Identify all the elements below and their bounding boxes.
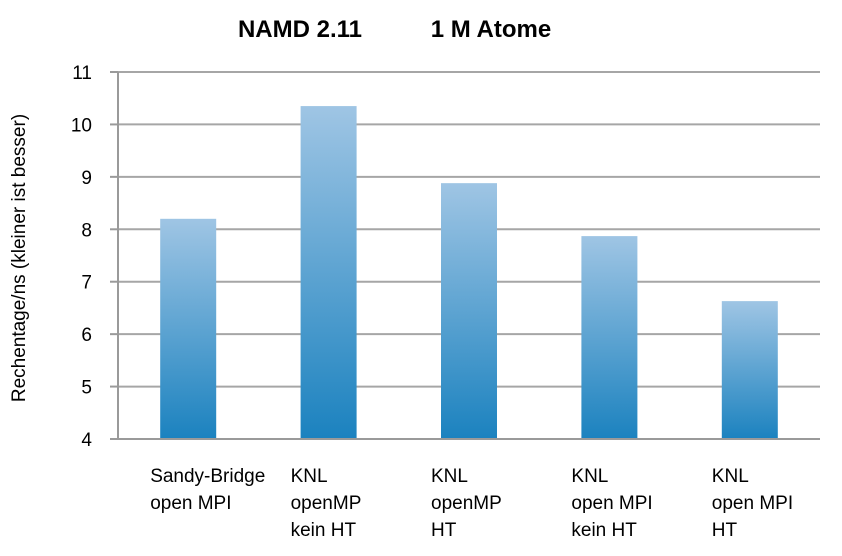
y-tick-label: 11 [72, 63, 92, 84]
category-label-line: open MPI [712, 493, 793, 514]
y-tick-label: 10 [71, 115, 92, 136]
category-label-line: open MPI [571, 493, 652, 514]
y-tick-label: 4 [81, 430, 92, 451]
category-label: Sandy-Bridge open MPI [150, 466, 265, 514]
category-label-line: openMP [291, 493, 362, 514]
bar [160, 218, 217, 439]
y-tick-label: 5 [81, 378, 92, 399]
category-label-line: open MPI [150, 493, 231, 514]
category-label: KNL open MPI kein HT [571, 466, 652, 541]
category-label-line: kein HT [291, 520, 357, 541]
category-label: KNL openMP HT [431, 466, 502, 541]
bar [300, 106, 357, 439]
category-label-line: KNL [571, 466, 608, 487]
category-labels: Sandy-Bridge open MPI KNL openMP kein HT KNL o… [150, 466, 793, 541]
category-label-line: KNL [291, 466, 328, 487]
bar [441, 183, 497, 439]
category-label-line: kein HT [571, 520, 637, 541]
category-label-line: openMP [431, 493, 502, 514]
category-label-line: HT [712, 520, 738, 541]
y-tick-label: 9 [81, 168, 92, 189]
category-label-line: KNL [431, 466, 468, 487]
axes [110, 71, 820, 440]
y-tick-label: 6 [81, 325, 92, 346]
bar [581, 236, 638, 439]
bars [160, 106, 778, 439]
y-tick-label: 7 [81, 273, 92, 294]
y-axis-label: Rechentage/ns (kleiner ist besser) [9, 114, 30, 402]
category-label-line: KNL [712, 466, 749, 487]
chart-title-left: NAMD 2.11 [238, 16, 362, 43]
y-tick-label: 8 [81, 220, 92, 241]
chart-title-right: 1 M Atome [431, 16, 551, 43]
y-tick-labels: 4 5 6 7 8 9 10 11 [71, 63, 93, 451]
category-label: KNL open MPI HT [712, 466, 793, 541]
category-label-line: Sandy-Bridge [150, 466, 265, 487]
category-label: KNL openMP kein HT [291, 466, 362, 541]
category-label-line: HT [431, 520, 457, 541]
bar [721, 301, 778, 439]
